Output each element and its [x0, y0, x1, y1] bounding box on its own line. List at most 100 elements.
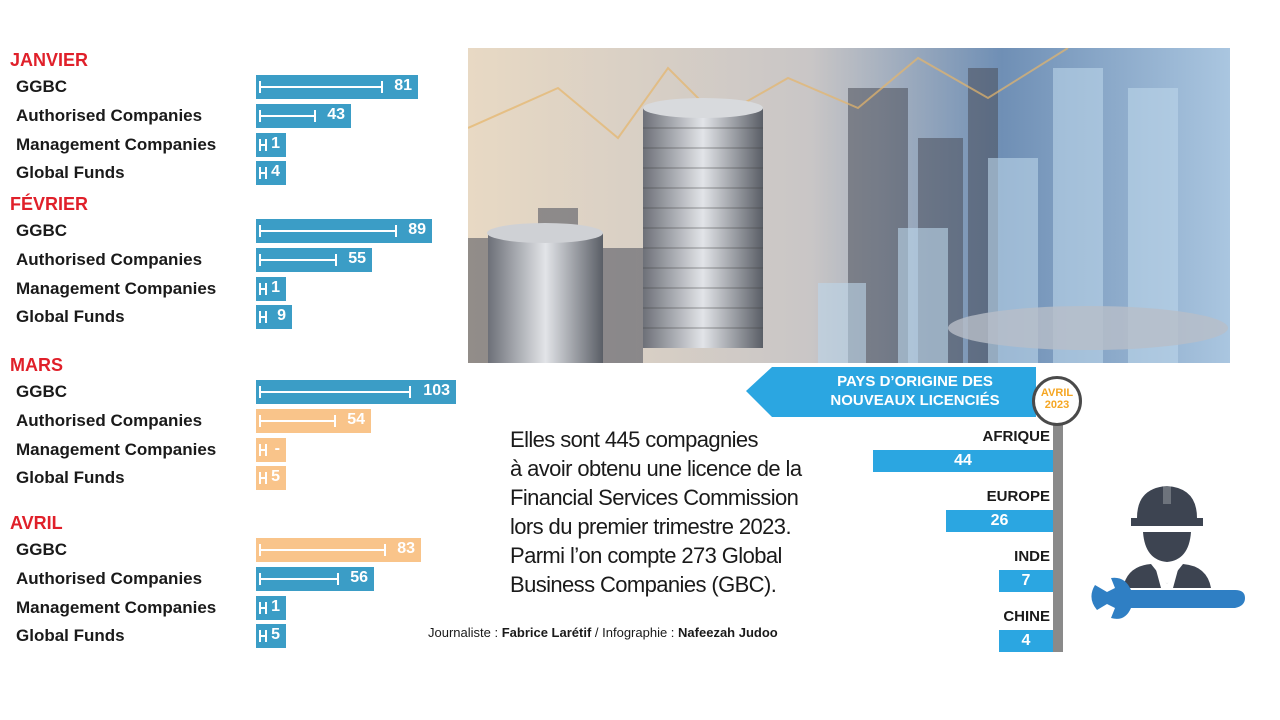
bar-value: 89	[408, 221, 426, 238]
bar-label: Management Companies	[16, 440, 217, 459]
bar-value: 4	[271, 163, 280, 180]
bar-tick	[384, 544, 386, 556]
month-heading: AVRIL	[10, 513, 63, 533]
bar: 56	[256, 567, 374, 591]
country-bar: 44	[873, 450, 1053, 472]
bar-line	[260, 316, 266, 318]
bar-tick	[395, 225, 397, 237]
bar-line	[260, 549, 385, 551]
bar-label: GGBC	[16, 221, 67, 240]
bar-tick	[259, 139, 261, 151]
bar-tick	[337, 573, 339, 585]
bar-label: GGBC	[16, 382, 67, 401]
bar-label: Authorised Companies	[16, 106, 203, 125]
bar-value: 103	[423, 382, 450, 399]
bar-line	[260, 230, 396, 232]
bar-line	[260, 288, 266, 290]
bar-tick	[259, 386, 261, 398]
bar: 89	[256, 219, 432, 243]
bar: 1	[256, 596, 286, 620]
bar-tick	[259, 110, 261, 122]
journalist-name: Fabrice Larétif	[501, 625, 592, 640]
bar-label: Authorised Companies	[16, 411, 203, 430]
bar-tick	[259, 311, 261, 323]
summary-line: Financial Services Commission	[510, 485, 799, 510]
bar-tick	[265, 167, 267, 179]
country-label: CHINE	[1003, 608, 1050, 625]
bar-line	[260, 259, 336, 261]
bar-value: 5	[271, 626, 280, 643]
bar-tick	[265, 311, 267, 323]
bar: 81	[256, 75, 418, 99]
bar-value: 56	[350, 569, 368, 586]
bar-value: 55	[348, 250, 366, 267]
bar: 5	[256, 466, 286, 490]
bar: 1	[256, 277, 286, 301]
bar-label: GGBC	[16, 77, 67, 96]
country-bar-value: 26	[990, 512, 1009, 529]
summary-line: Business Companies (GBC).	[510, 572, 777, 597]
bar-value: -	[274, 440, 280, 457]
bar-value: 43	[327, 106, 345, 123]
bar-value: 83	[397, 540, 415, 557]
bar-tick	[265, 602, 267, 614]
bar-tick	[259, 630, 261, 642]
countries-banner	[746, 367, 1036, 417]
bar-label: Management Companies	[16, 135, 217, 154]
countries-pole	[1053, 420, 1063, 652]
bar: 4	[256, 161, 286, 185]
country-label: EUROPE	[986, 488, 1050, 505]
bar-tick	[259, 167, 261, 179]
bar-line	[260, 578, 338, 580]
bar: -	[256, 438, 286, 462]
credits-separator: /	[591, 625, 603, 640]
bar-tick	[259, 544, 261, 556]
bar-line	[260, 86, 382, 88]
bar: 43	[256, 104, 351, 128]
infographic-prefix: Infographie :	[602, 625, 679, 640]
bar-line	[260, 172, 266, 174]
bar-tick	[259, 81, 261, 93]
period-badge: AVRIL 2023	[1032, 376, 1082, 426]
country-bar-value: 7	[1021, 572, 1031, 589]
month-heading: JANVIER	[10, 50, 89, 70]
credits: Journaliste : Fabrice Larétif / Infograp…	[428, 625, 778, 640]
month-heading: FÉVRIER	[10, 194, 89, 214]
worker-wrench-icon	[1091, 486, 1245, 619]
bar-tick	[259, 444, 261, 456]
country-bar-value: 44	[954, 452, 972, 469]
bar-tick	[259, 573, 261, 585]
bar-line	[260, 144, 266, 146]
bar: 54	[256, 409, 371, 433]
bar-value: 81	[394, 77, 412, 94]
bar: 55	[256, 248, 372, 272]
country-bar: 26	[946, 510, 1053, 532]
summary-line: Elles sont 445 compagnies	[510, 427, 759, 452]
bar-tick	[381, 81, 383, 93]
bar-line	[260, 391, 410, 393]
bar-tick	[259, 283, 261, 295]
bar-tick	[265, 283, 267, 295]
bar-tick	[335, 254, 337, 266]
bar-label: GGBC	[16, 540, 67, 559]
bar-tick	[265, 444, 267, 456]
badge-month: AVRIL	[1040, 387, 1074, 399]
country-label: INDE	[1014, 548, 1050, 565]
bar-value: 1	[271, 279, 280, 296]
bar: 103	[256, 380, 456, 404]
bar-tick	[265, 472, 267, 484]
bar: 1	[256, 133, 286, 157]
bar-line	[260, 635, 266, 637]
countries-title-line2: NOUVEAUX LICENCIÉS	[830, 392, 1000, 409]
bar-tick	[265, 630, 267, 642]
bar-label: Global Funds	[16, 626, 125, 645]
bar: 5	[256, 624, 286, 648]
country-label: AFRIQUE	[982, 428, 1051, 445]
bar-value: 5	[271, 468, 280, 485]
countries-title-line1: PAYS D’ORIGINE DES	[837, 373, 993, 390]
bar-label: Global Funds	[16, 307, 125, 326]
bar-line	[260, 449, 266, 451]
bar: 83	[256, 538, 421, 562]
bar-tick	[259, 254, 261, 266]
bar-tick	[314, 110, 316, 122]
